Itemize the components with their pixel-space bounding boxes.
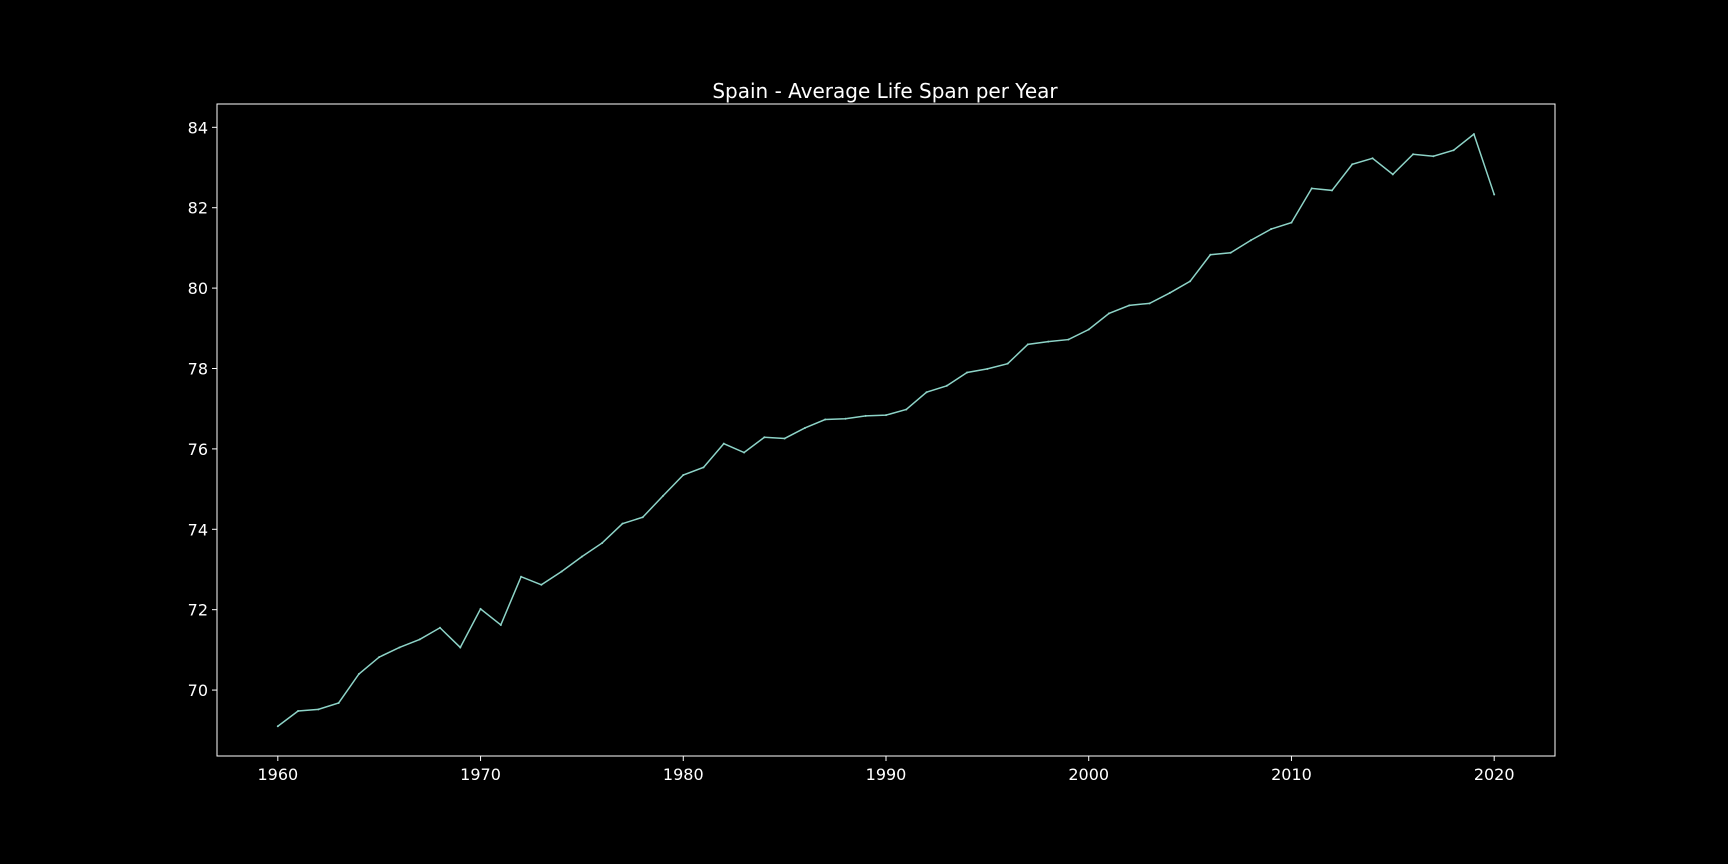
x-tick-label: 1970 [460,765,501,784]
data-point [1472,133,1475,136]
data-point [1067,338,1070,341]
data-point [499,623,502,626]
data-point [418,638,421,641]
data-point [479,607,482,610]
y-tick-label: 70 [188,681,208,700]
data-point [1168,291,1171,294]
data-point [925,391,928,394]
data-point [1249,239,1252,242]
chart-title: Spain - Average Life Span per Year [712,79,1058,103]
data-point [439,626,441,629]
data-point [398,646,401,649]
data-point [1290,221,1293,224]
data-point [662,494,664,497]
data-point [1432,155,1435,158]
data-point [1189,280,1192,283]
data-point [560,570,563,573]
x-tick-label: 1980 [663,765,704,784]
y-tick-label: 74 [188,520,208,539]
x-axis: 1960 1970 1980 1990 2000 2010 2020 [257,756,1515,784]
data-point [378,656,381,659]
y-axis: 70 72 74 76 78 80 82 84 [188,118,217,700]
data-point [783,437,786,440]
data-point [580,555,583,558]
data-point [1331,189,1333,192]
data-point [722,442,725,445]
y-tick-label: 80 [188,279,208,298]
data-point [459,646,462,649]
data-point [317,708,320,711]
y-tick-label: 78 [188,359,208,378]
data-point [1412,153,1415,156]
data-point [1026,343,1029,346]
data-point [520,575,523,578]
data-point [641,516,644,519]
data-point [864,414,867,417]
data-point [986,367,989,370]
data-point [1493,193,1496,196]
data-point [357,672,360,675]
data-point [1128,304,1131,307]
y-tick-label: 84 [188,118,208,137]
x-tick-label: 2020 [1474,765,1515,784]
data-point [682,474,685,477]
data-point [1087,328,1090,331]
data-point [276,725,279,728]
data-point [1351,163,1354,166]
x-tick-label: 1990 [866,765,907,784]
data-point [885,414,887,417]
data-point [945,384,948,387]
y-tick-label: 76 [188,440,208,459]
data-point [824,418,827,421]
data-point [297,709,300,712]
data-point [702,466,705,469]
data-point [1452,149,1455,152]
data-point [1371,157,1374,160]
data-point [905,408,908,411]
data-point [1209,253,1212,256]
y-tick-label: 72 [188,601,208,620]
data-point [1006,362,1009,365]
data-point [803,426,806,429]
data-point [763,436,766,439]
x-tick-label: 2010 [1271,765,1312,784]
data-point [1047,340,1050,343]
y-tick-label: 82 [188,199,208,218]
data-point [966,371,969,374]
x-tick-label: 1960 [257,765,298,784]
data-point [743,451,746,454]
data-point [1148,302,1151,305]
data-points [276,133,1496,728]
data-point [540,583,543,586]
data-point [1108,312,1110,315]
data-point [844,417,847,420]
data-point [601,541,604,544]
data-point [337,701,340,704]
data-point [1270,228,1273,231]
data-point [621,522,624,525]
data-point [1310,187,1313,190]
data-point [1391,173,1394,176]
x-tick-label: 2000 [1068,765,1109,784]
data-point [1229,251,1232,254]
